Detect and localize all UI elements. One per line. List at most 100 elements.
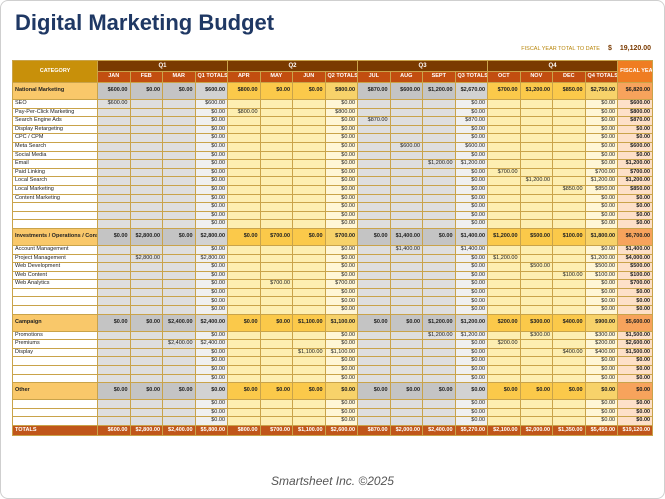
cell <box>389 133 424 143</box>
cell <box>422 116 456 126</box>
cell: $5,800.00 <box>194 425 229 436</box>
cell <box>129 347 163 358</box>
cell <box>422 407 456 418</box>
cell: $5,450.00 <box>584 425 619 436</box>
cell: $0.00 <box>454 193 489 204</box>
item-row: Display $0.00 $1,100.00 $1,100.00 $0.00 $400.… <box>12 347 654 358</box>
cell <box>357 133 391 143</box>
cell <box>129 107 163 118</box>
cell: $19,120.00 <box>617 425 654 436</box>
cell: $600.00 <box>617 99 654 109</box>
cell <box>97 124 131 135</box>
cell: $0.00 <box>617 382 654 401</box>
cell <box>292 184 326 195</box>
cell: $800.00 <box>227 107 261 118</box>
cell <box>357 287 391 298</box>
cell <box>97 399 131 409</box>
cell <box>519 159 554 169</box>
cell <box>389 219 424 229</box>
cell: $600.00 <box>389 141 424 152</box>
cell: $0.00 <box>324 184 359 195</box>
cell <box>129 373 163 384</box>
cell: $1,200.00 <box>487 227 521 246</box>
cell <box>227 193 261 204</box>
cell <box>357 159 391 169</box>
row-label: Search Engine Ads <box>12 116 98 126</box>
cell: $0.00 <box>454 124 489 135</box>
cell <box>129 176 163 186</box>
quarter-header: Q4 <box>487 60 619 72</box>
cell <box>259 184 294 195</box>
cell <box>422 99 456 109</box>
cell <box>357 253 391 264</box>
cell <box>129 210 163 221</box>
cell <box>552 296 586 307</box>
cell <box>259 407 294 418</box>
cell <box>162 219 196 229</box>
cell: $5,270.00 <box>454 425 489 436</box>
cell <box>357 150 391 161</box>
item-row: Web Content $0.00 $0.00 $0.00 $100.00 $100.00… <box>12 270 654 281</box>
cell: $600.00 <box>389 82 424 100</box>
cell <box>97 287 131 298</box>
cell: $0.00 <box>617 373 654 384</box>
cell <box>422 365 456 375</box>
cell <box>552 279 586 289</box>
cell: $0.00 <box>324 202 359 212</box>
item-row: $0.00 $0.00 $0.00 $0.00 $0.00 <box>12 373 654 384</box>
cell <box>552 356 586 367</box>
cell <box>552 287 586 298</box>
cell <box>487 107 521 118</box>
month-header: MAY <box>259 71 294 83</box>
cell: $200.00 <box>487 313 521 332</box>
cell <box>389 176 424 186</box>
cell <box>259 210 294 221</box>
item-row: Local Search $0.00 $0.00 $0.00 $1,200.00 $1,2… <box>12 176 654 186</box>
fiscal-label: FISCAL YEAR TOTAL TO DATE <box>521 46 600 52</box>
row-label <box>12 399 98 409</box>
cell: $800.00 <box>227 82 261 100</box>
cell: $0.00 <box>292 382 326 401</box>
cell: $0.00 <box>454 107 489 118</box>
item-row: Meta Search $0.00 $0.00 $600.00 $600.00 $0.00… <box>12 141 654 152</box>
cell <box>487 124 521 135</box>
cell <box>422 356 456 367</box>
cell <box>162 150 196 161</box>
cell <box>519 219 554 229</box>
cell: $0.00 <box>97 313 131 332</box>
cell <box>487 133 521 143</box>
cell <box>552 159 586 169</box>
cell <box>162 184 196 195</box>
cell <box>162 124 196 135</box>
cell <box>422 253 456 264</box>
cell: $1,100.00 <box>292 347 326 358</box>
item-row: Search Engine Ads $0.00 $0.00 $870.00 $870.0… <box>12 116 654 126</box>
cell: $850.00 <box>552 82 586 100</box>
cell: $0.00 <box>129 382 163 401</box>
cell <box>389 184 424 195</box>
cell <box>227 373 261 384</box>
cell: $0.00 <box>97 227 131 246</box>
cell <box>259 330 294 341</box>
cell <box>97 373 131 384</box>
cell <box>389 365 424 375</box>
cell <box>519 373 554 384</box>
cell: $2,400.00 <box>194 339 229 349</box>
cell: $0.00 <box>454 339 489 349</box>
cell <box>227 253 261 264</box>
cell: $0.00 <box>227 313 261 332</box>
cell: $0.00 <box>194 373 229 384</box>
cell <box>227 296 261 307</box>
cell: $0.00 <box>584 202 619 212</box>
cell <box>97 330 131 341</box>
cell <box>162 159 196 169</box>
cell: $0.00 <box>324 116 359 126</box>
cell: $0.00 <box>584 210 619 221</box>
cell <box>389 253 424 264</box>
cell: $0.00 <box>194 279 229 289</box>
cell <box>227 407 261 418</box>
cell <box>129 133 163 143</box>
month-header: DEC <box>552 71 586 83</box>
cell <box>422 270 456 281</box>
cell <box>162 399 196 409</box>
